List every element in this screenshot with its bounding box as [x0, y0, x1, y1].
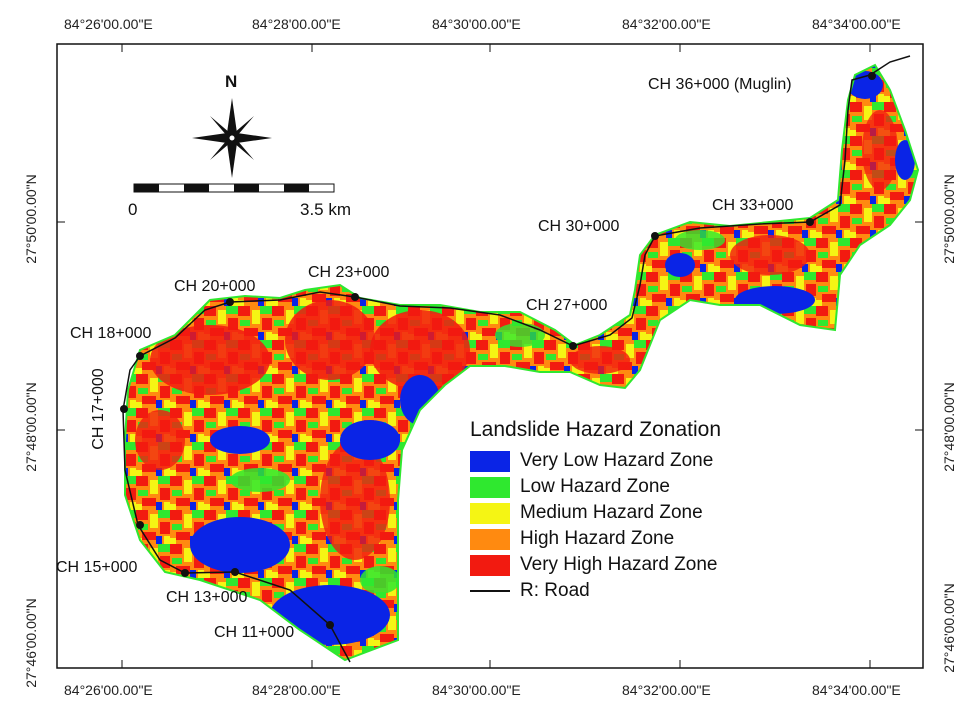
- bottom-longitude-4: 84°32'00.00"E: [622, 682, 711, 698]
- scale-end-label: 3.5 km: [300, 200, 352, 219]
- right-latitude-3: 27°46'00.00"N: [941, 583, 957, 673]
- legend-swatch: [470, 450, 510, 472]
- left-latitude-2: 27°48'00.00"N: [23, 382, 39, 472]
- right-latitude-1: 27°50'00.00"N: [941, 174, 957, 264]
- top-longitude-4: 84°32'00.00"E: [622, 16, 711, 32]
- top-longitude-5: 84°34'00.00"E: [812, 16, 901, 32]
- legend-swatch: [470, 554, 510, 576]
- station-label-ch33: CH 33+000: [712, 197, 794, 214]
- station-label-ch30: CH 30+000: [538, 218, 620, 235]
- legend-swatch: [470, 476, 510, 498]
- legend-label: Very High Hazard Zone: [520, 554, 718, 575]
- left-latitude-1: 27°50'00.00"N: [23, 174, 39, 264]
- station-label-ch18: CH 18+000: [70, 325, 152, 342]
- legend-item-road: R: Road: [470, 578, 810, 604]
- top-longitude-2: 84°28'00.00"E: [252, 16, 341, 32]
- legend-label: R: Road: [520, 580, 590, 601]
- legend-swatch: [470, 528, 510, 550]
- legend-label: High Hazard Zone: [520, 528, 675, 549]
- legend-title: Landslide Hazard Zonation: [470, 418, 721, 441]
- chainage-points: [120, 72, 876, 629]
- compass-rose-icon: [192, 98, 272, 178]
- road-legend-line: [470, 590, 510, 592]
- tick-marks: [57, 44, 923, 668]
- station-label-ch15: CH 15+000: [56, 559, 138, 576]
- legend-label: Low Hazard Zone: [520, 476, 670, 497]
- legend-item-very-low: Very Low Hazard Zone: [470, 448, 810, 474]
- station-label-ch36: CH 36+000 (Muglin): [648, 76, 792, 93]
- station-label-ch13: CH 13+000: [166, 589, 248, 606]
- bottom-longitude-2: 84°28'00.00"E: [252, 682, 341, 698]
- legend-item-high: High Hazard Zone: [470, 526, 810, 552]
- bottom-longitude-3: 84°30'00.00"E: [432, 682, 521, 698]
- bottom-longitude-1: 84°26'00.00"E: [64, 682, 153, 698]
- legend-swatch: [470, 502, 510, 524]
- station-label-ch17: CH 17+000: [90, 368, 107, 450]
- north-label: N: [225, 72, 238, 91]
- legend-item-low: Low Hazard Zone: [470, 474, 810, 500]
- scale-bar: [133, 183, 335, 193]
- legend-item-very-high: Very High Hazard Zone: [470, 552, 810, 578]
- left-latitude-3: 27°46'00.00"N: [23, 598, 39, 688]
- bottom-longitude-5: 84°34'00.00"E: [812, 682, 901, 698]
- station-label-ch27: CH 27+000: [526, 297, 608, 314]
- legend-label: Medium Hazard Zone: [520, 502, 703, 523]
- station-label-ch11: CH 11+000: [214, 624, 295, 641]
- legend-label: Very Low Hazard Zone: [520, 450, 714, 471]
- top-longitude-1: 84°26'00.00"E: [64, 16, 153, 32]
- top-longitude-3: 84°30'00.00"E: [432, 16, 521, 32]
- right-latitude-2: 27°48'00.00"N: [941, 382, 957, 472]
- station-label-ch20: CH 20+000: [174, 278, 256, 295]
- station-label-ch23: CH 23+000: [308, 264, 390, 281]
- legend-item-medium: Medium Hazard Zone: [470, 500, 810, 526]
- scale-start-label: 0: [128, 200, 138, 219]
- legend: Landslide Hazard Zonation Very Low Hazar…: [470, 418, 810, 604]
